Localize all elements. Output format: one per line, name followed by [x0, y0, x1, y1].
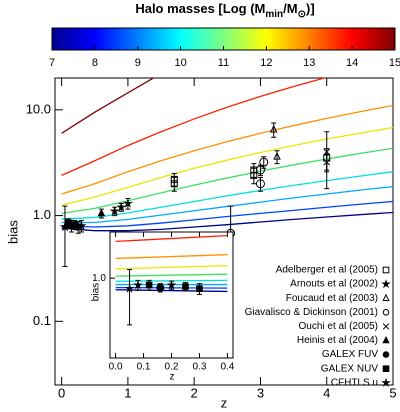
model-curve	[61, 185, 393, 224]
model-curve	[61, 78, 155, 134]
main-plot: 0 1 2 3 4 5 0.1 1.0 10.0	[26, 78, 397, 400]
colorbar-tick-label: 7	[49, 57, 55, 69]
inset-plot: 0.0 0.1 0.2 0.3 0.4 1.0	[92, 232, 235, 373]
model-curve	[61, 211, 393, 232]
marker	[273, 152, 281, 160]
x-tick-label: 5	[389, 385, 396, 400]
x-tick-label: 0.0	[109, 362, 123, 373]
marker	[116, 201, 127, 212]
marker	[255, 165, 265, 175]
marker	[124, 283, 135, 293]
y-tick-label: 0.1	[33, 313, 51, 328]
inset-x-label: z	[170, 372, 175, 383]
marker	[259, 157, 269, 167]
legend: Adelberger et al (2005) Arnouts et al (20…	[245, 265, 391, 388]
inset-frame	[109, 231, 234, 359]
legend-label: Ouchi et al (2005)	[299, 321, 379, 332]
legend-marker	[381, 377, 391, 387]
model-curve	[61, 171, 393, 220]
model-curve	[115, 273, 228, 277]
x-tick-label: 0.1	[137, 362, 151, 373]
x-tick-label: 0.4	[220, 362, 234, 373]
y-tick-label: 10.0	[26, 101, 51, 116]
model-curve	[115, 235, 228, 243]
inset-points	[124, 269, 203, 326]
marker	[166, 280, 177, 290]
legend-label: Arnouts et al (2002)	[290, 279, 378, 290]
y-tick-label: 1.0	[92, 273, 106, 284]
legend-marker	[382, 309, 390, 316]
model-curve	[115, 254, 228, 260]
x-tick-label: 3	[257, 385, 264, 400]
legend-marker	[382, 266, 390, 274]
x-tick-label: 2	[191, 385, 198, 400]
colorbar-tick-label: 15	[389, 57, 400, 69]
y-tick-label: 1.0	[33, 207, 51, 222]
marker	[196, 285, 203, 292]
error-bar	[171, 173, 177, 187]
model-curve	[61, 147, 393, 214]
error-bar	[324, 153, 330, 173]
x-tick-label: 1	[124, 385, 131, 400]
marker	[170, 175, 178, 183]
colorbar-tick-label: 8	[92, 57, 98, 69]
x-tick-label: 0.2	[165, 362, 179, 373]
legend-marker	[382, 323, 390, 330]
legend-marker	[382, 336, 390, 344]
marker	[97, 208, 106, 217]
model-curve	[61, 126, 393, 206]
legend-marker	[382, 351, 390, 358]
legend-label: Adelberger et al (2005)	[276, 265, 378, 276]
model-curve	[61, 200, 393, 228]
colorbar-tick-label: 9	[135, 57, 141, 69]
data-points	[59, 122, 331, 310]
legend-label: GALEX FUV	[322, 349, 378, 360]
error-bar	[251, 163, 257, 178]
colorbar-title: Halo masses [Log (Mmin/M⊙)]	[135, 1, 314, 19]
model-curve	[115, 289, 228, 293]
marker	[269, 124, 278, 133]
model-curve	[61, 78, 327, 176]
legend-label: Foucaud et al (2003)	[286, 293, 378, 304]
legend-label: Heinis et al (2004)	[297, 335, 378, 346]
legend-label: CFHTLS u	[331, 377, 378, 388]
marker	[133, 280, 143, 290]
colorbar-tick-label: 13	[303, 57, 315, 69]
marker	[145, 281, 153, 289]
plot-frame	[54, 77, 394, 386]
marker	[255, 179, 265, 189]
model-curve	[115, 264, 228, 270]
y-axis-label: bias	[5, 220, 20, 244]
legend-marker	[381, 279, 391, 289]
x-axis-label: z	[221, 395, 228, 410]
x-tick-label: 0.3	[193, 362, 207, 373]
error-bar	[62, 205, 68, 267]
inset-y-label: bias	[91, 283, 102, 301]
marker	[76, 220, 87, 231]
colorbar-tick-label: 14	[346, 57, 358, 69]
legend-label: Giavalisco & Dickinson (2001)	[245, 307, 378, 318]
error-bar	[127, 269, 133, 326]
colorbar-tick-label: 12	[260, 57, 272, 69]
legend-label: GALEX NUV	[321, 363, 379, 374]
marker	[323, 158, 331, 166]
marker	[59, 221, 70, 232]
legend-marker	[382, 365, 390, 372]
legend-marker	[382, 293, 390, 301]
x-tick-label: 0	[58, 385, 65, 400]
x-tick-label: 4	[323, 385, 330, 400]
marker	[109, 205, 120, 216]
colorbar-tick-label: 10	[175, 57, 187, 69]
marker	[156, 283, 165, 292]
marker	[64, 219, 72, 227]
marker	[122, 198, 133, 208]
colorbar-tick-label: 11	[218, 57, 229, 69]
marker	[182, 283, 189, 290]
model-curve	[61, 104, 393, 195]
